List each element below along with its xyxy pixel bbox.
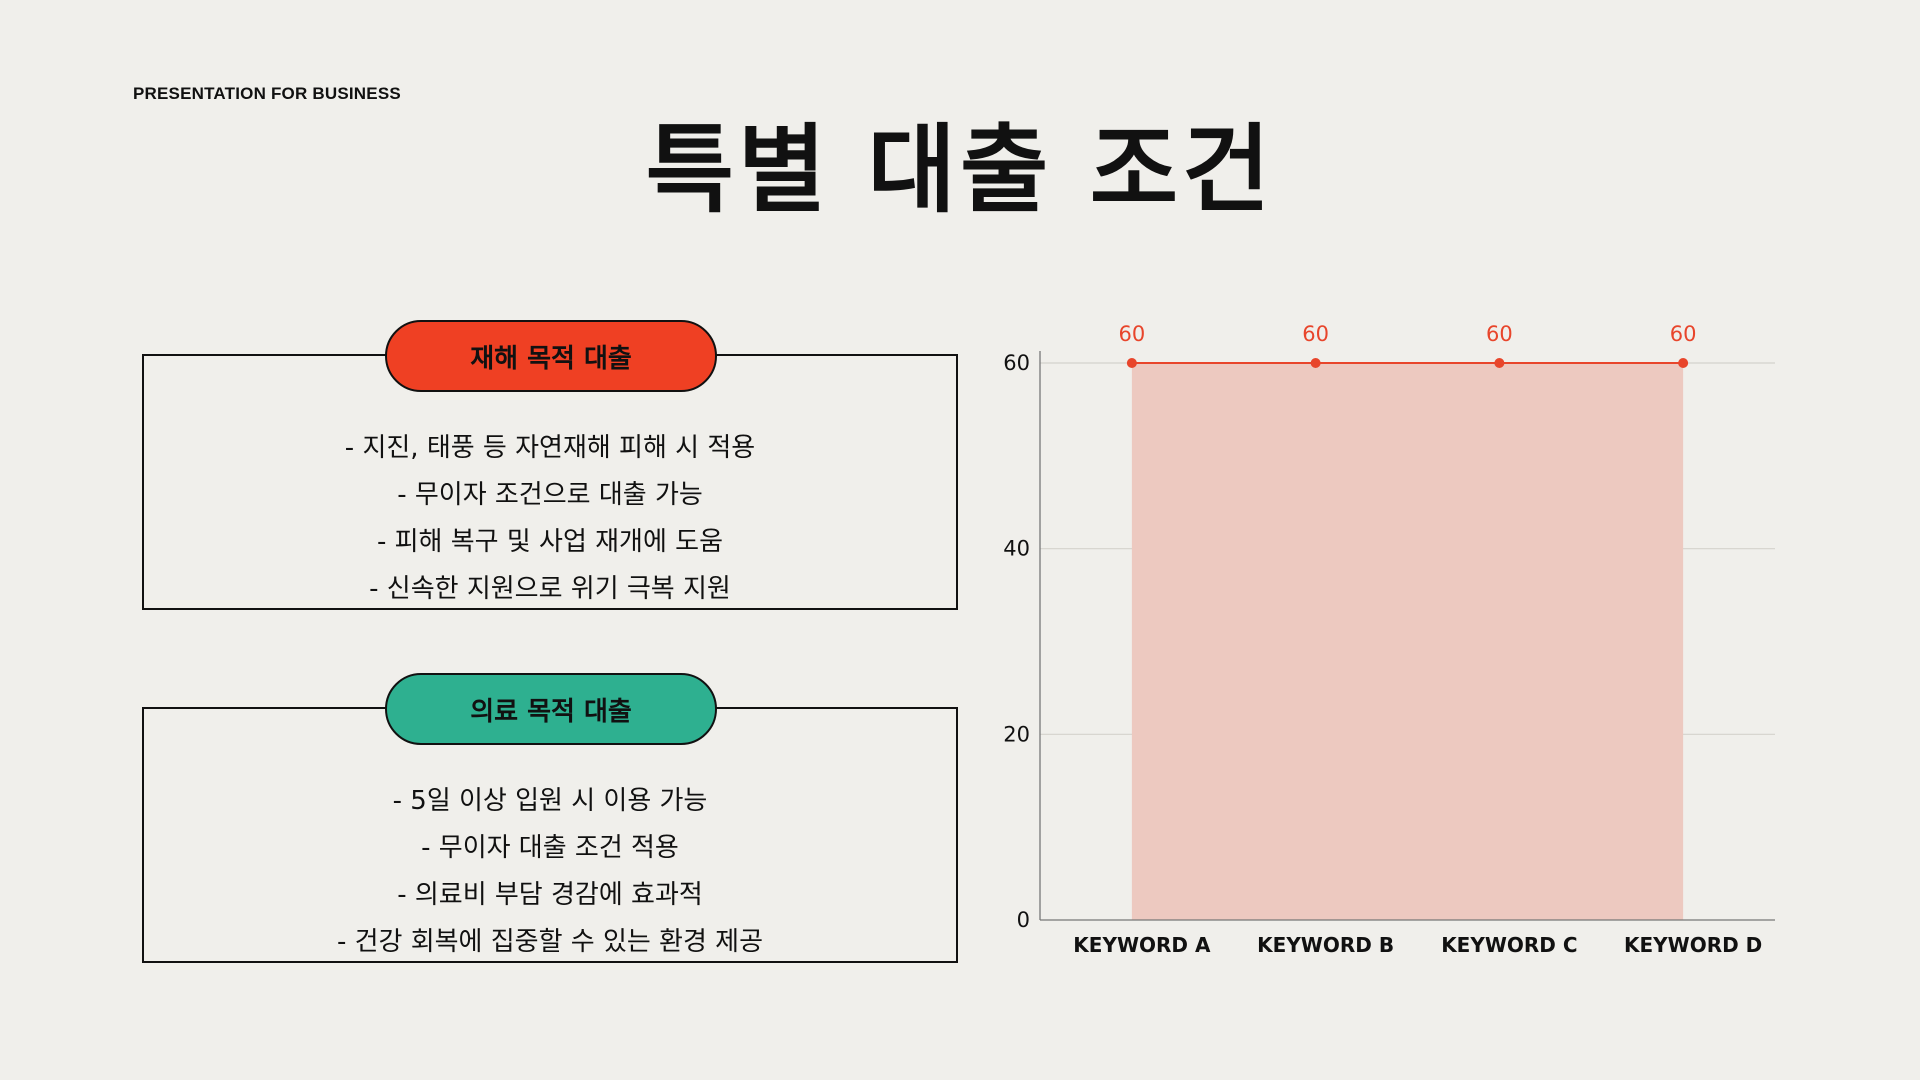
- page-title: 특별 대출 조건: [645, 114, 1275, 226]
- x-tick-label: KEYWORD A: [1073, 933, 1211, 957]
- data-label: 60: [1486, 322, 1513, 346]
- data-label: 60: [1119, 322, 1146, 346]
- list-item: - 지진, 태풍 등 자연재해 피해 시 적용: [344, 433, 756, 463]
- y-tick-label: 0: [1017, 908, 1030, 932]
- eyebrow-text: PRESENTATION FOR BUSINESS: [133, 84, 401, 103]
- data-label: 60: [1670, 322, 1697, 346]
- data-label: 60: [1302, 322, 1329, 346]
- list-item: - 건강 회복에 집중할 수 있는 환경 제공: [336, 927, 764, 957]
- card-label-pill: 의료 목적 대출: [385, 673, 717, 745]
- card-medical-loan: 의료 목적 대출 - 5일 이상 입원 시 이용 가능 - 무이자 대출 조건 …: [142, 673, 958, 966]
- y-tick-label: 40: [1003, 537, 1030, 561]
- x-tick-label: KEYWORD B: [1257, 933, 1394, 957]
- card-label-pill: 재해 목적 대출: [385, 320, 717, 392]
- list-item: - 피해 복구 및 사업 재개에 도움: [376, 527, 723, 557]
- card-disaster-loan: 재해 목적 대출 - 지진, 태풍 등 자연재해 피해 시 적용 - 무이자 조…: [142, 320, 958, 613]
- data-point: [1494, 358, 1505, 368]
- area-chart: 0 20 40 60 60 KEYWORD A 60 KEYWORD B 60 KEYWORD C…: [1003, 322, 1775, 957]
- card-item-list: - 지진, 태풍 등 자연재해 피해 시 적용 - 무이자 조건으로 대출 가능…: [144, 425, 956, 613]
- x-tick-label: KEYWORD C: [1441, 933, 1577, 957]
- list-item: - 5일 이상 입원 시 이용 가능: [392, 786, 708, 816]
- data-point: [1310, 358, 1321, 368]
- list-item: - 무이자 대출 조건 적용: [421, 833, 679, 863]
- list-item: - 의료비 부담 경감에 효과적: [397, 880, 703, 910]
- card-item-list: - 5일 이상 입원 시 이용 가능 - 무이자 대출 조건 적용 - 의료비 …: [144, 778, 956, 966]
- area-fill: [1131, 363, 1684, 920]
- data-point: [1126, 358, 1137, 368]
- list-item: - 무이자 조건으로 대출 가능: [397, 480, 703, 510]
- y-tick-label: 20: [1003, 722, 1030, 746]
- list-item: - 신속한 지원으로 위기 극복 지원: [369, 574, 731, 604]
- data-point: [1678, 358, 1689, 368]
- y-tick-label: 60: [1003, 351, 1030, 375]
- x-tick-label: KEYWORD D: [1624, 933, 1762, 957]
